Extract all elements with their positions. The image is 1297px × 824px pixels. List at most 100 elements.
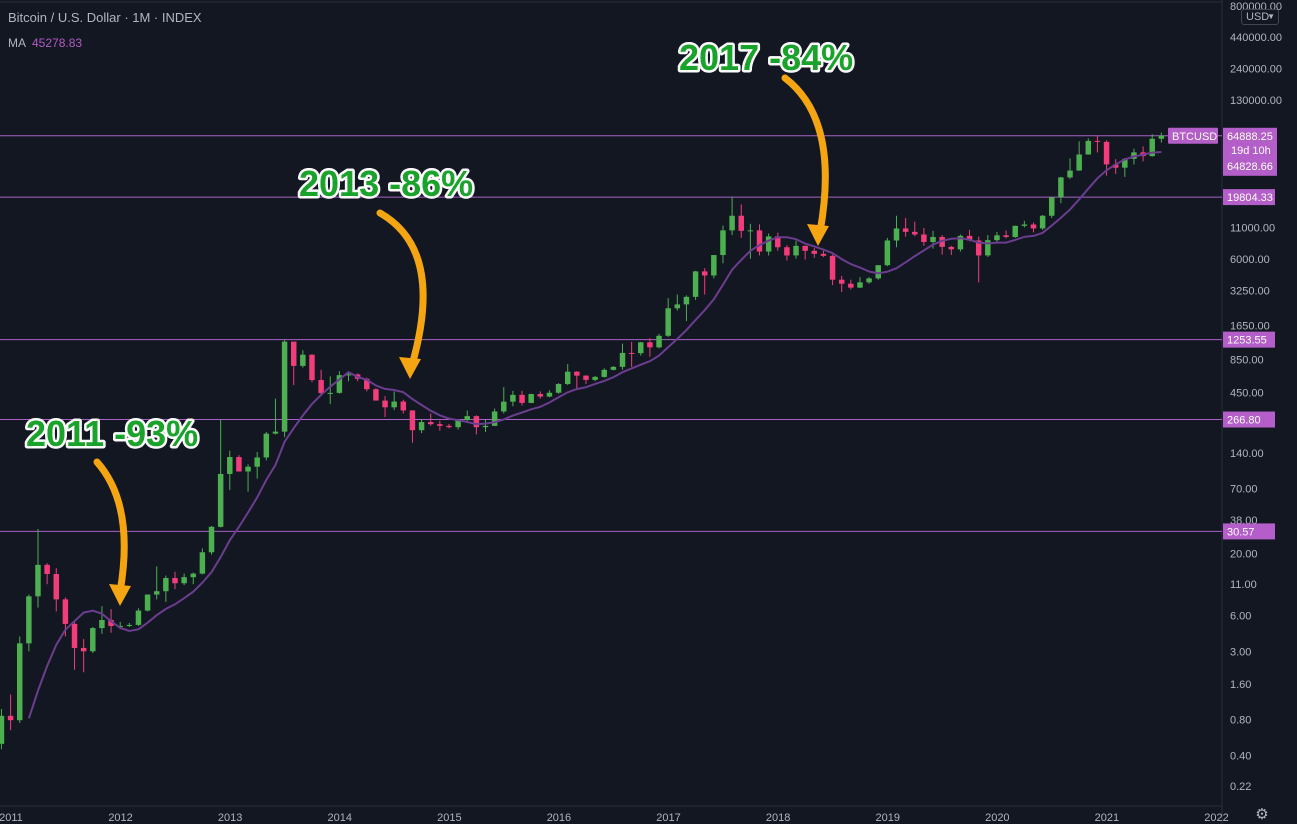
candle-body[interactable] xyxy=(501,401,507,412)
candle-body[interactable] xyxy=(747,230,754,232)
candle-body[interactable] xyxy=(90,628,96,652)
candle-body[interactable] xyxy=(975,240,982,256)
candle-body[interactable] xyxy=(902,228,909,232)
candle-body[interactable] xyxy=(583,375,589,380)
candle-body[interactable] xyxy=(701,271,708,276)
candle-body[interactable] xyxy=(135,610,142,625)
candle-body[interactable] xyxy=(683,296,690,305)
candle-body[interactable] xyxy=(108,619,114,626)
candle-body[interactable] xyxy=(939,236,945,247)
candle-body[interactable] xyxy=(638,342,644,354)
candle-body[interactable] xyxy=(190,573,196,578)
candle-body[interactable] xyxy=(692,271,699,297)
candle-body[interactable] xyxy=(1012,225,1018,237)
candle-body[interactable] xyxy=(1112,164,1119,168)
candle-body[interactable] xyxy=(427,422,434,425)
candle-body[interactable] xyxy=(711,255,717,276)
candle-body[interactable] xyxy=(510,394,516,402)
candle-body[interactable] xyxy=(564,371,571,384)
candle-body[interactable] xyxy=(966,235,973,241)
candle-body[interactable] xyxy=(1103,141,1110,165)
candle-body[interactable] xyxy=(884,240,891,266)
candle-body[interactable] xyxy=(62,599,69,624)
candle-body[interactable] xyxy=(647,342,653,348)
candle-body[interactable] xyxy=(437,424,443,426)
candle-body[interactable] xyxy=(71,623,78,648)
candle-body[interactable] xyxy=(592,376,598,380)
candle-body[interactable] xyxy=(309,354,315,381)
candle-body[interactable] xyxy=(546,392,553,397)
candle-body[interactable] xyxy=(1021,224,1028,226)
candle-body[interactable] xyxy=(930,236,936,243)
candle-body[interactable] xyxy=(217,473,224,527)
candle-body[interactable] xyxy=(409,410,416,431)
candle-body[interactable] xyxy=(912,231,918,235)
candle-body[interactable] xyxy=(537,394,544,397)
candle-body[interactable] xyxy=(793,245,799,256)
candle-body[interactable] xyxy=(0,715,5,744)
candle-body[interactable] xyxy=(53,574,59,600)
candle-body[interactable] xyxy=(765,236,772,252)
candle-body[interactable] xyxy=(555,383,562,393)
candle-body[interactable] xyxy=(172,578,178,584)
candle-body[interactable] xyxy=(263,433,270,458)
candle-body[interactable] xyxy=(1067,170,1073,178)
candle-body[interactable] xyxy=(227,457,233,474)
candle-body[interactable] xyxy=(254,457,260,467)
candle-body[interactable] xyxy=(327,392,333,394)
candle-body[interactable] xyxy=(1049,197,1055,216)
candle-body[interactable] xyxy=(720,230,726,256)
candle-body[interactable] xyxy=(574,371,580,376)
candle-body[interactable] xyxy=(738,215,744,231)
candle-body[interactable] xyxy=(391,401,397,408)
candle-body[interactable] xyxy=(144,594,151,611)
candle-body[interactable] xyxy=(656,335,662,348)
candle-body[interactable] xyxy=(1094,140,1101,142)
candle-body[interactable] xyxy=(848,283,854,288)
candle-body[interactable] xyxy=(208,526,215,553)
candle-body[interactable] xyxy=(628,352,635,354)
candle-body[interactable] xyxy=(455,420,461,428)
currency-select[interactable]: USD ▼ xyxy=(1241,9,1279,25)
candle-body[interactable] xyxy=(519,394,525,403)
candle-body[interactable] xyxy=(1030,224,1037,229)
candle-body[interactable] xyxy=(921,234,927,243)
candle-body[interactable] xyxy=(199,552,206,574)
candle-body[interactable] xyxy=(99,619,105,629)
gear-icon[interactable]: ⚙ xyxy=(1255,806,1269,823)
candle-body[interactable] xyxy=(35,564,41,597)
candle-body[interactable] xyxy=(364,378,370,390)
candle-body[interactable] xyxy=(336,375,343,393)
candle-body[interactable] xyxy=(957,235,964,250)
candle-body[interactable] xyxy=(820,253,827,256)
candle-body[interactable] xyxy=(802,245,808,251)
candle-body[interactable] xyxy=(665,308,671,336)
candle-body[interactable] xyxy=(1058,177,1064,198)
candle-body[interactable] xyxy=(1122,158,1128,168)
candle-body[interactable] xyxy=(464,416,470,421)
candle-body[interactable] xyxy=(181,577,187,584)
candle-body[interactable] xyxy=(1003,235,1009,237)
candle-body[interactable] xyxy=(373,389,379,401)
candle-body[interactable] xyxy=(80,647,87,652)
candle-body[interactable] xyxy=(7,715,14,721)
candle-body[interactable] xyxy=(1039,215,1046,229)
candle-body[interactable] xyxy=(345,374,352,376)
candle-body[interactable] xyxy=(811,250,818,254)
candle-body[interactable] xyxy=(829,255,836,280)
candle-body[interactable] xyxy=(117,625,123,627)
candle-body[interactable] xyxy=(126,624,133,626)
candle-body[interactable] xyxy=(729,215,735,231)
candle-body[interactable] xyxy=(473,416,480,428)
candle-body[interactable] xyxy=(601,369,607,377)
candle-body[interactable] xyxy=(26,596,32,644)
candle-body[interactable] xyxy=(1085,140,1092,155)
candle-body[interactable] xyxy=(619,352,626,367)
candle-body[interactable] xyxy=(400,401,407,411)
candle-body[interactable] xyxy=(44,564,50,575)
candle-body[interactable] xyxy=(610,366,617,370)
candle-body[interactable] xyxy=(994,235,1000,241)
candle-body[interactable] xyxy=(756,230,763,252)
candle-body[interactable] xyxy=(838,279,845,284)
